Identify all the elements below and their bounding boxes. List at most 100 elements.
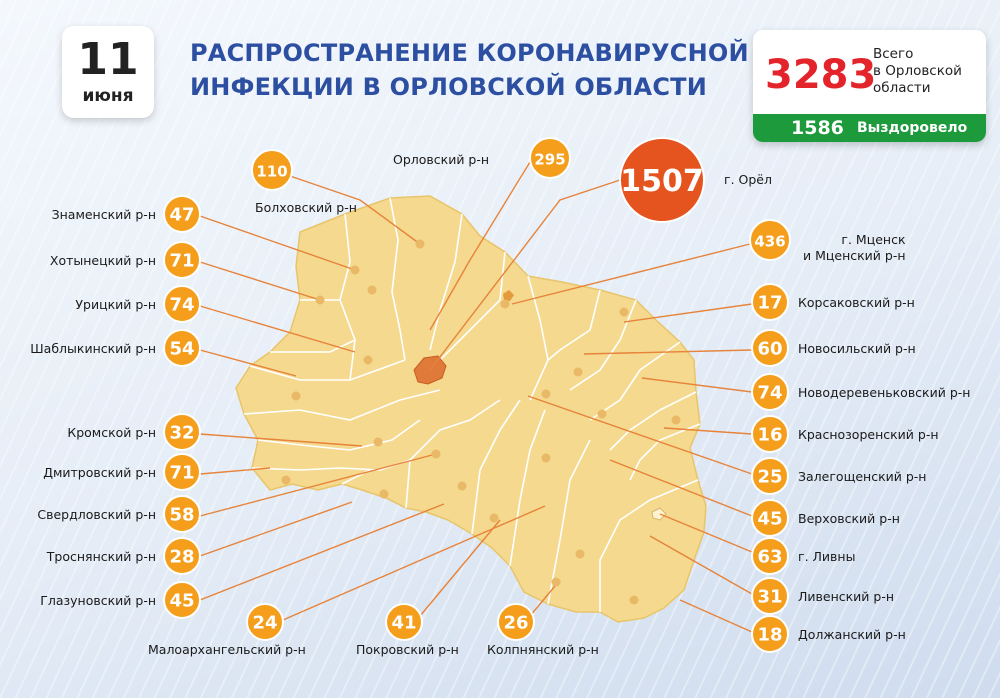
badge-count-novosilsky: 60	[757, 339, 782, 360]
badge-circle-orlovsky	[529, 137, 571, 179]
district-dot	[457, 481, 467, 491]
badge-circle-uritsky	[163, 285, 201, 323]
district-label-kolpnyansky: Колпнянский р-н	[487, 642, 599, 657]
badge-circle-dmitrovsky	[163, 453, 201, 491]
badge-dolzhansky: 18	[751, 615, 789, 653]
leader-line-khotynetsky	[199, 261, 321, 301]
badge-count-sverdlovsky: 58	[169, 505, 194, 526]
badge-circle-novosilsky	[751, 329, 789, 367]
district-label-shablykinsky: Шаблыкинский р-н	[30, 341, 156, 356]
district-dot	[363, 355, 373, 365]
page-title: РАСПРОСТРАНЕНИЕ КОРОНАВИРУСНОЙ ИНФЕКЦИИ …	[190, 36, 750, 104]
badge-count-trosnyansky: 28	[169, 547, 194, 568]
count-badges: 110 295 1507 47 71 74 54 32 71 58 28 45 24 41 26 436 17 6…	[163, 137, 791, 653]
badge-circle-maloarkhangelsky	[246, 603, 284, 641]
badge-circle-khotynetsky	[163, 241, 201, 279]
date-month: июня	[82, 86, 134, 106]
recovered-label: Выздоровело	[857, 120, 968, 136]
badge-count-shablykinsky: 54	[169, 339, 194, 360]
badge-circle-shablykinsky	[163, 329, 201, 367]
mtsensk-city-area	[503, 290, 514, 301]
badge-circle-pokrovsky	[385, 603, 423, 641]
leader-line-znamensky	[199, 215, 356, 271]
district-label-dmitrovsky: Дмитровский р-н	[43, 465, 156, 480]
date-day: 11	[77, 34, 139, 85]
badge-circle-krasnozorensky	[751, 415, 789, 453]
district-label-orlovsky: Орловский р-н	[393, 152, 490, 167]
badge-circle-zaleqoshchensky	[751, 457, 789, 495]
badge-orlovsky: 295	[529, 137, 571, 179]
badge-circle-korsakovsky	[751, 283, 789, 321]
district-dot	[281, 475, 291, 485]
badge-trosnyansky: 28	[163, 537, 201, 575]
district-label-pokrovsky: Покровский р-н	[356, 642, 459, 657]
district-label-korsakovsky: Корсаковский р-н	[798, 295, 915, 310]
badge-livensky: 31	[751, 577, 789, 615]
district-dot	[415, 239, 425, 249]
badge-khotynetsky: 71	[163, 241, 201, 279]
badge-circle-dolzhansky	[751, 615, 789, 653]
district-label-glazunovsky: Глазуновский р-н	[40, 593, 156, 608]
district-borders	[243, 197, 701, 612]
district-label-uritsky: Урицкий р-н	[75, 297, 156, 312]
badge-circle-verkhovsky	[751, 499, 789, 537]
leader-line-mtsensk	[511, 243, 751, 305]
badge-count-dmitrovsky: 71	[169, 463, 194, 484]
district-label-novoderevenkovsky: Новодеревеньковский р-н	[798, 385, 971, 400]
leader-line-novoderevenkovsky	[641, 377, 753, 393]
total-count: 3283	[765, 52, 877, 98]
badge-count-orel: 1507	[620, 164, 704, 199]
district-dot	[597, 409, 607, 419]
badge-zaleqoshchensky: 25	[751, 457, 789, 495]
district-label-livny: г. Ливны	[798, 549, 856, 564]
leader-line-dmitrovsky	[199, 467, 271, 475]
district-label-khotynetsky: Хотынецкий р-н	[49, 253, 156, 268]
badge-count-maloarkhangelsky: 24	[252, 613, 277, 634]
district-label-kromskoy: Кромской р-н	[67, 425, 156, 440]
badge-circle-kromskoy	[163, 413, 201, 451]
district-label-maloarkhangelsky: Малоархангельский р-н	[148, 642, 306, 657]
district-dot	[373, 437, 383, 447]
total-label: Всего в Орловской области	[873, 46, 962, 97]
district-label-livensky: Ливенский р-н	[798, 589, 895, 604]
leader-line-orel	[429, 179, 621, 371]
leader-line-kromskoy	[199, 433, 363, 447]
badge-circle-trosnyansky	[163, 537, 201, 575]
badge-count-bolkhovsky: 110	[256, 163, 287, 181]
total-label-line-2: в Орловской	[873, 63, 962, 79]
badge-count-glazunovsky: 45	[169, 591, 194, 612]
district-label-orel: г. Орёл	[724, 172, 772, 187]
badge-novosilsky: 60	[751, 329, 789, 367]
leader-line-livny	[659, 513, 753, 553]
badge-circle-novoderevenkovsky	[751, 373, 789, 411]
district-dot	[575, 549, 585, 559]
badge-uritsky: 74	[163, 285, 201, 323]
badge-pokrovsky: 41	[385, 603, 423, 641]
district-label-dolzhansky: Должанский р-н	[798, 627, 906, 642]
badge-count-korsakovsky: 17	[757, 293, 782, 314]
leader-line-pokrovsky	[419, 519, 501, 617]
district-dot	[431, 449, 441, 459]
district-label-krasnozorensky: Краснозоренский р-н	[798, 427, 939, 442]
district-label-zaleqoshchensky: Залегощенский р-н	[798, 469, 927, 484]
district-dot	[379, 489, 389, 499]
district-dot	[367, 285, 377, 295]
leader-line-sverdlovsky	[199, 453, 437, 517]
badge-maloarkhangelsky: 24	[246, 603, 284, 641]
badge-count-novoderevenkovsky: 74	[757, 383, 782, 404]
badge-circle-bolkhovsky	[251, 149, 293, 191]
badge-count-dolzhansky: 18	[757, 625, 782, 646]
badge-count-kolpnyansky: 26	[503, 613, 528, 634]
district-dot	[551, 577, 561, 587]
badge-glazunovsky: 45	[163, 581, 201, 619]
badge-mtsensk: 436	[749, 219, 791, 261]
district-dot	[629, 595, 639, 605]
district-dot	[541, 453, 551, 463]
leader-line-verkhovsky	[609, 459, 753, 517]
leader-line-maloarkhangelsky	[282, 505, 546, 621]
district-dot	[541, 389, 551, 399]
total-label-line-1: Всего	[873, 46, 914, 62]
badge-circle-znamensky	[163, 195, 201, 233]
summary-box: 3283 Всего в Орловской области 1586 Вызд…	[753, 30, 986, 142]
district-label-novosilsky: Новосильский р-н	[798, 341, 916, 356]
